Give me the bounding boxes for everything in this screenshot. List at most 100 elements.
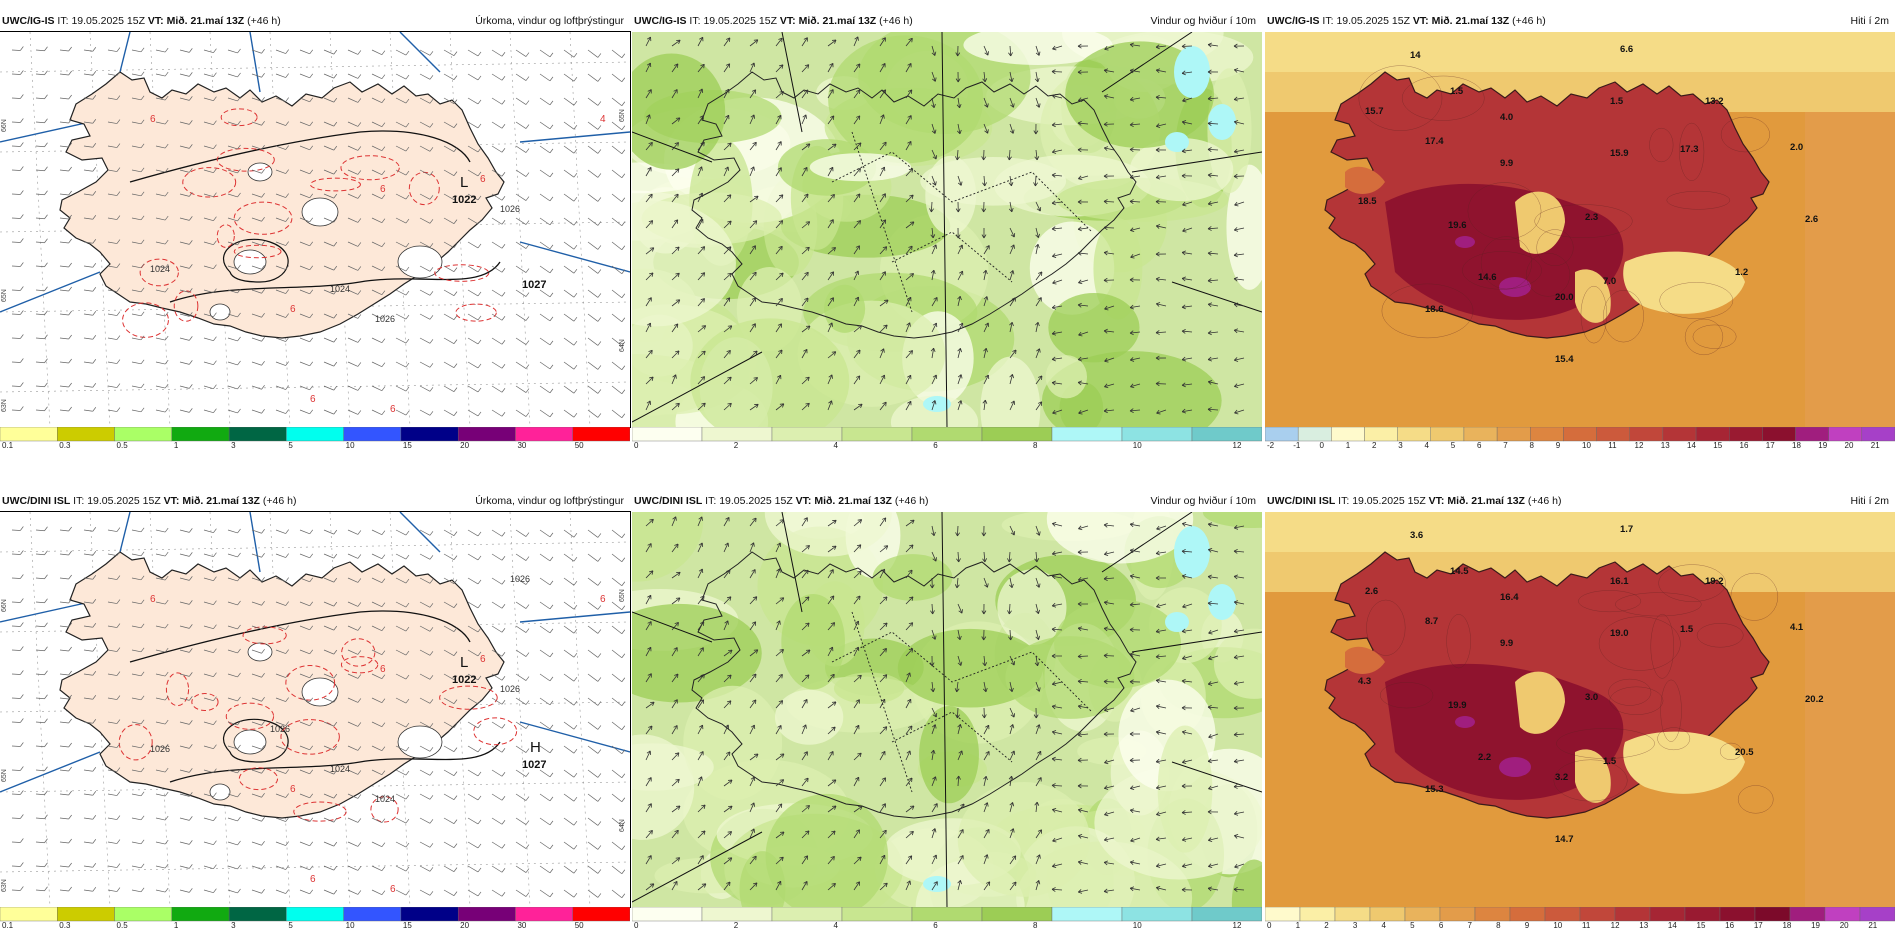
- colorbar-tick-label: 30: [517, 921, 526, 929]
- colorbar-swatch: [228, 907, 287, 922]
- colorbar-swatch: [1828, 427, 1863, 442]
- colorbar-tick-label: 14: [1668, 921, 1677, 929]
- panel-title: Úrkoma, vindur og loftþrýstingur: [475, 495, 624, 507]
- colorbar-swatch: [400, 907, 459, 922]
- panel-title: Vindur og hviður í 10m: [1150, 495, 1256, 507]
- colorbar-tick-label: 0: [1320, 441, 1325, 449]
- it-label: IT:: [1322, 15, 1334, 27]
- isobar-label: 1024: [330, 284, 350, 294]
- valid-time: Mið. 21.maí 13Z: [1431, 15, 1510, 27]
- colorbar-swatch: [1265, 907, 1301, 922]
- temperature-label: 1.2: [1735, 267, 1748, 278]
- colorbar-tick-label: 17: [1766, 441, 1775, 449]
- colorbar-swatch: [114, 427, 173, 442]
- map-area[interactable]: [632, 32, 1262, 427]
- temperature-label: 9.9: [1500, 638, 1513, 649]
- colorbar-swatch: [1474, 907, 1511, 922]
- map-canvas[interactable]: 1.7 3.6 14.5 2.6 16.4 16.1 19.2 8.7 9.9 19.0 1.5 4.…: [1265, 512, 1895, 907]
- precip-contour-label: 6: [310, 394, 316, 405]
- map-canvas[interactable]: 6.6 14 1.5 15.7 4.0 1.5 13.2 17.4 9.9 15.9 17.3 2.0…: [1265, 32, 1895, 427]
- colorbar-tick-label: 0.1: [2, 441, 14, 449]
- colorbar-tick-label: 2: [734, 921, 739, 929]
- colorbar-tick-label: 20: [460, 921, 469, 929]
- isobar-label: 1024: [330, 764, 350, 774]
- panel-header: UWC/IG-IS IT: 19.05.2025 15Z VT: Mið. 21…: [632, 10, 1262, 32]
- colorbar-swatch: [457, 427, 516, 442]
- temperature-label: 3.0: [1585, 692, 1598, 703]
- grid-lat-label: 64N: [619, 339, 626, 352]
- colorbar: 0 1 2 3 4 5 6 7 8 9 10 11 12 13 14 15 16 17 18 19 20 21: [1265, 907, 1895, 929]
- precip-contour-label: 6: [390, 404, 396, 415]
- panel-header: UWC/DINI ISL IT: 19.05.2025 15Z VT: Mið.…: [632, 490, 1262, 512]
- map-area[interactable]: 1.7 3.6 14.5 2.6 16.4 16.1 19.2 8.7 9.9 19.0 1.5 4.…: [1265, 512, 1895, 907]
- isobar-label: 1026: [500, 684, 520, 694]
- grid-lat-label: 63N: [1, 399, 8, 412]
- colorbar-tick-label: 0: [634, 921, 639, 929]
- colorbar-swatch: [1684, 907, 1721, 922]
- colorbar-tick-label: 15: [1697, 921, 1706, 929]
- colorbar-swatch: [171, 907, 230, 922]
- map-canvas[interactable]: L 1022 1027 1024 1024 1026 1026 6 6 6 6 6 6 4 66N 65N 63…: [0, 32, 630, 427]
- init-time: 19.05.2025 15Z: [87, 495, 161, 507]
- colorbar-tick-label: 5: [288, 921, 293, 929]
- init-time: 19.05.2025 15Z: [71, 15, 145, 27]
- temperature-label: 1.5: [1603, 756, 1617, 767]
- colorbar: 0.1 0.3 0.5 1 3 5 10 15 20 30 50: [0, 907, 630, 929]
- colorbar-tick-label: 16: [1740, 441, 1749, 449]
- map-canvas[interactable]: L1022H1027102610241024102610261026666666…: [0, 512, 630, 907]
- map-area[interactable]: L 1022 1027 1024 1024 1026 1026 6 6 6 6 6 6 4 66N 65N 63…: [0, 31, 631, 428]
- map-canvas[interactable]: [632, 32, 1262, 427]
- colorbar-tick-label: 21: [1868, 921, 1877, 929]
- colorbar: 0 2 4 6 8 10 12: [632, 427, 1262, 449]
- colorbar-swatch: [1404, 907, 1441, 922]
- lead-time: (+46 h): [1512, 15, 1546, 27]
- temperature-label: 19.6: [1448, 220, 1467, 231]
- colorbar-tick-label: 1: [174, 441, 179, 449]
- colorbar-swatch: [911, 427, 983, 442]
- colorbar-swatch: [1051, 907, 1123, 922]
- temperature-label: 4.3: [1358, 676, 1371, 687]
- colorbar-tick-label: 8: [1033, 921, 1038, 929]
- colorbar-swatch: [515, 427, 573, 442]
- colorbar-tick-label: 11: [1608, 441, 1617, 449]
- temperature-label: 14: [1410, 50, 1421, 61]
- colorbar-canvas: 0.1 0.3 0.5 1 3 5 10 15 20 30 50: [0, 427, 630, 449]
- panel-dini-wind: UWC/DINI ISL IT: 19.05.2025 15Z VT: Mið.…: [632, 490, 1262, 930]
- grid-lat-label: 66N: [1, 599, 8, 612]
- lead-time: (+46 h): [1527, 495, 1562, 507]
- colorbar-swatch: [1719, 907, 1756, 922]
- panel-dini-precip: UWC/DINI ISL IT: 19.05.2025 15Z VT: Mið.…: [0, 490, 631, 930]
- temperature-label: 1.5: [1680, 624, 1694, 635]
- colorbar-swatch: [1754, 907, 1791, 922]
- colorbar-tick-label: 14: [1687, 441, 1696, 449]
- precip-contour-label: 6: [600, 594, 606, 605]
- colorbar-tick-label: 10: [1582, 441, 1591, 449]
- colorbar-swatch: [1297, 427, 1332, 442]
- colorbar-tick-label: 2: [1324, 921, 1329, 929]
- colorbar-tick-label: 0: [1267, 921, 1272, 929]
- colorbar-swatch: [1265, 427, 1299, 442]
- temperature-label: 19.9: [1448, 700, 1467, 711]
- colorbar-swatch: [1191, 907, 1262, 922]
- map-canvas[interactable]: [632, 512, 1262, 907]
- colorbar-tick-label: 13: [1639, 921, 1648, 929]
- colorbar-tick-label: 6: [1477, 441, 1482, 449]
- colorbar-swatch: [981, 427, 1053, 442]
- panel-title: Úrkoma, vindur og loftþrýstingur: [475, 15, 624, 27]
- colorbar-tick-label: 19: [1818, 441, 1827, 449]
- model-name: UWC/IG-IS: [1267, 15, 1320, 27]
- panel-header: UWC/IG-IS IT: 19.05.2025 15Z VT: Mið. 21…: [0, 10, 630, 32]
- temperature-label: 1.5: [1610, 96, 1624, 107]
- map-area[interactable]: L 1022 H 1027 1026 1024 1024 1026 1026 1026 6 6 6 6 6 6…: [0, 511, 631, 908]
- colorbar-swatch: [701, 907, 773, 922]
- colorbar-swatch: [1397, 427, 1431, 442]
- temperature-label: 2.3: [1585, 212, 1598, 223]
- colorbar-swatch: [1530, 427, 1564, 442]
- colorbar-swatch: [1859, 907, 1895, 922]
- colorbar-tick-label: 8: [1530, 441, 1535, 449]
- colorbar-tick-label: 17: [1754, 921, 1763, 929]
- map-area[interactable]: [632, 512, 1262, 907]
- colorbar-tick-label: 2: [1372, 441, 1377, 449]
- precip-contour-label: 6: [150, 114, 156, 125]
- map-area[interactable]: 6.6 14 1.5 15.7 4.0 1.5 13.2 17.4 9.9 15.9 17.3 2.0…: [1265, 32, 1895, 427]
